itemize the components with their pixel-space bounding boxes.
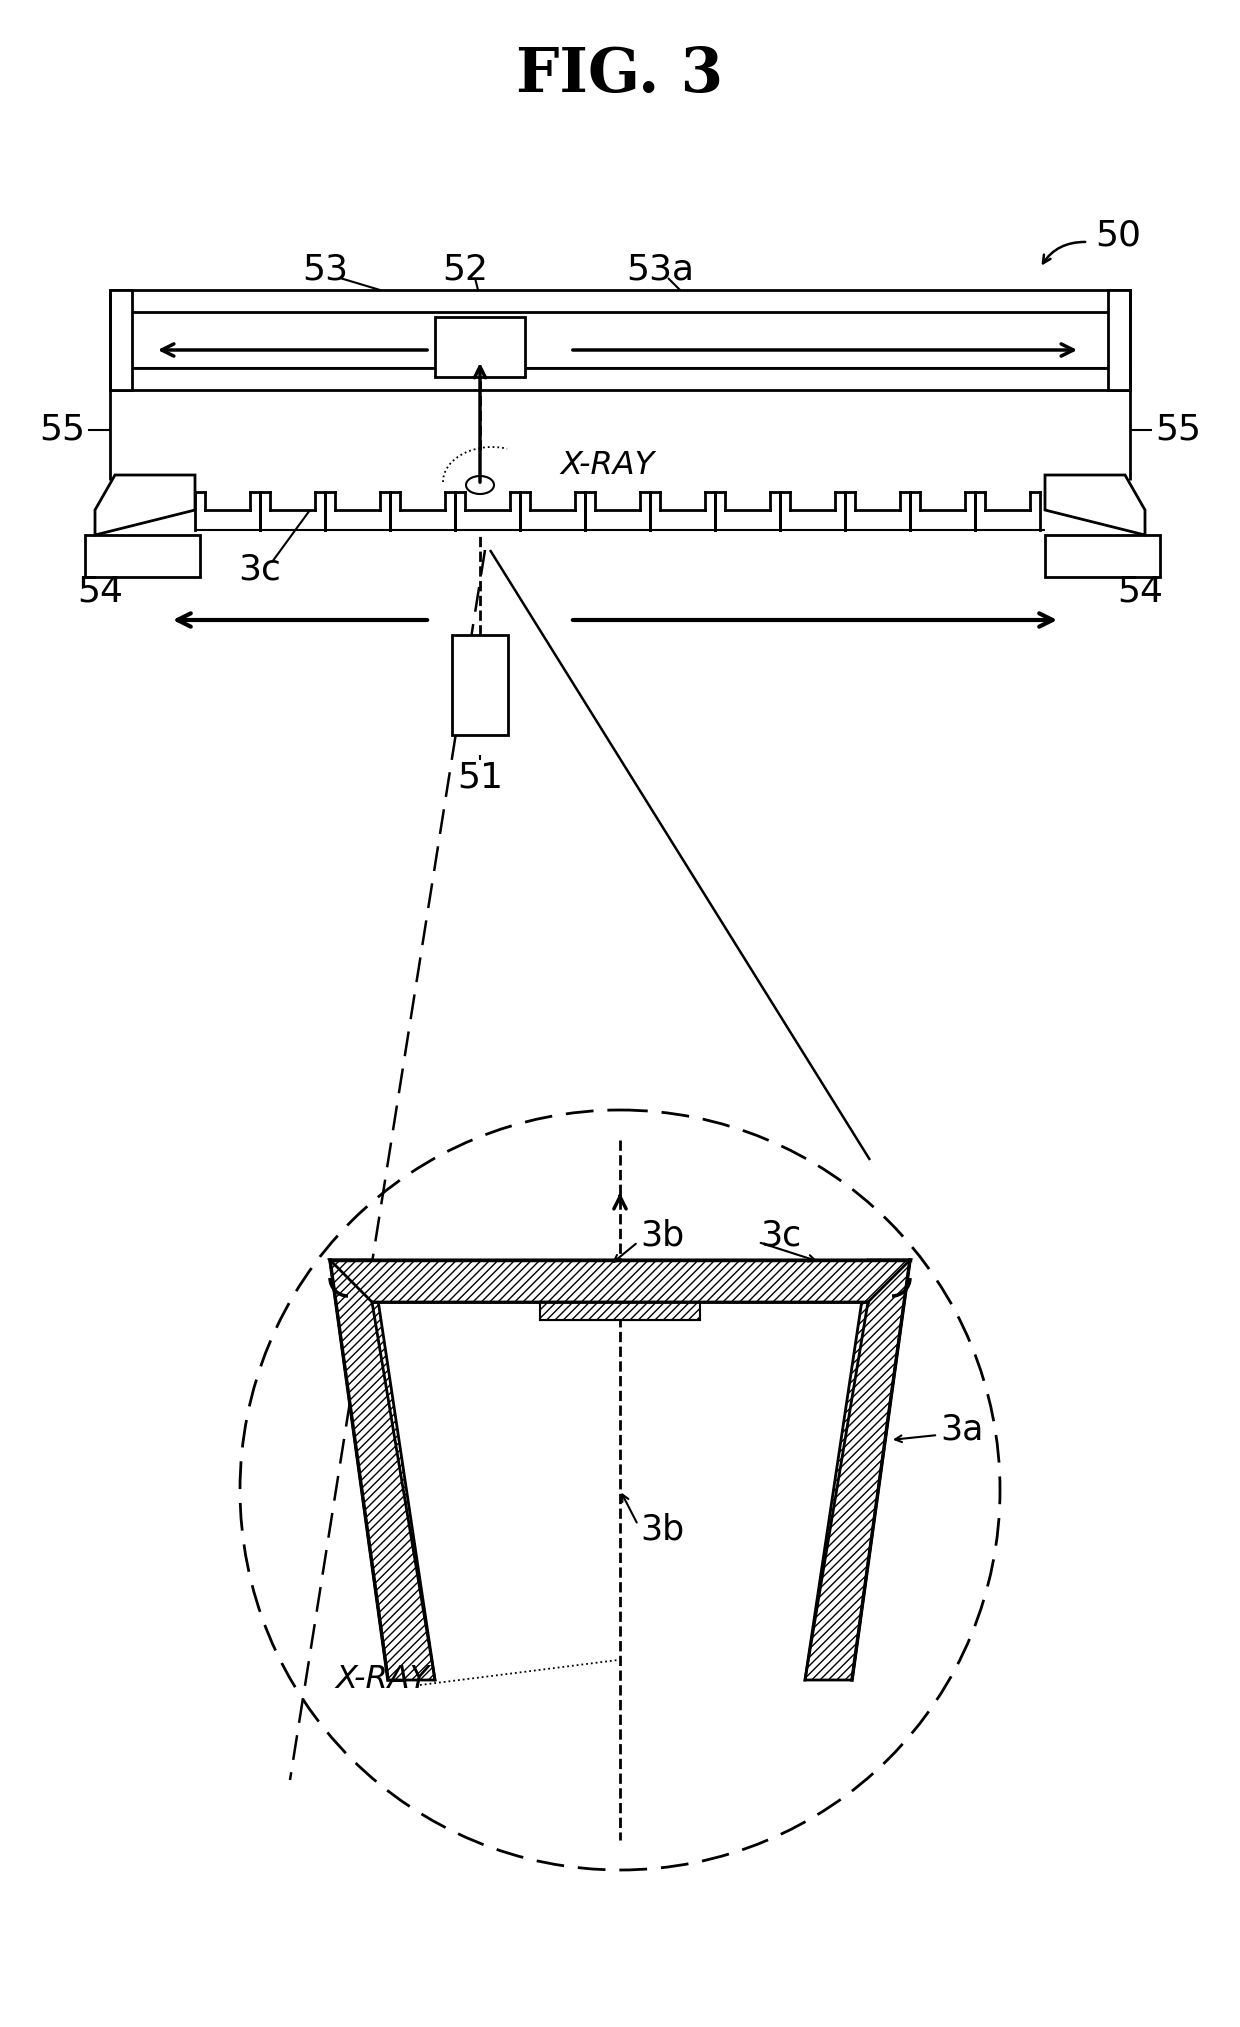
Text: FIG. 3: FIG. 3 (516, 45, 724, 105)
Text: 55: 55 (38, 414, 86, 448)
Bar (86, 535, 200, 578)
Polygon shape (330, 1261, 435, 1680)
Bar (110, 290, 131, 389)
Text: X-RAY: X-RAY (335, 1664, 429, 1695)
Text: 55: 55 (1154, 414, 1202, 448)
FancyArrowPatch shape (622, 1494, 636, 1522)
Bar (110, 290, 1130, 312)
Bar (1045, 535, 1159, 578)
Polygon shape (330, 1261, 910, 1301)
Text: 3b: 3b (640, 1218, 684, 1253)
Text: 3b: 3b (640, 1512, 684, 1547)
Text: 54: 54 (77, 576, 123, 608)
Polygon shape (1045, 474, 1145, 535)
Text: 3c: 3c (760, 1218, 801, 1253)
FancyArrowPatch shape (614, 1245, 636, 1261)
Bar (435, 316, 525, 377)
Polygon shape (539, 1301, 701, 1320)
Polygon shape (805, 1261, 910, 1680)
Text: 54: 54 (1117, 576, 1163, 608)
Text: 50: 50 (1095, 219, 1141, 251)
Text: 51: 51 (458, 760, 503, 795)
FancyArrowPatch shape (895, 1435, 935, 1441)
Polygon shape (95, 474, 195, 535)
Bar (110, 369, 1130, 389)
Text: 3c: 3c (238, 553, 281, 588)
Bar (453, 634, 508, 736)
Text: 52: 52 (441, 253, 489, 288)
Text: 53: 53 (303, 253, 348, 288)
Text: 3a: 3a (940, 1413, 983, 1447)
Text: 53a: 53a (626, 253, 694, 288)
FancyArrowPatch shape (1043, 241, 1085, 264)
Text: X-RAY: X-RAY (560, 450, 655, 480)
Bar (1109, 290, 1130, 389)
FancyArrowPatch shape (760, 1243, 815, 1261)
